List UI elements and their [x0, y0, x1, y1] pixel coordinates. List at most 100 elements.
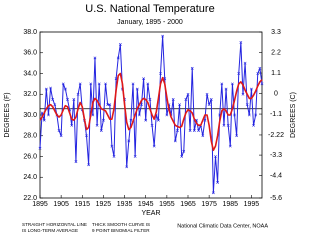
x-tick-label: 1995 — [244, 201, 260, 208]
point-marker — [205, 92, 209, 96]
footnote: 9 POINT BINOMIAL FILTER — [92, 228, 150, 233]
point-marker — [66, 98, 69, 101]
footnote: IS LONG-TERM AVERAGE — [22, 228, 78, 233]
point-marker — [72, 98, 76, 101]
point-marker — [87, 163, 91, 167]
y2-tick-label: -1.1 — [270, 111, 282, 118]
point-marker — [152, 144, 156, 148]
point-marker — [260, 82, 264, 86]
point-marker — [224, 87, 228, 91]
point-marker — [51, 98, 55, 101]
point-marker — [104, 82, 107, 86]
point-marker — [209, 98, 213, 101]
point-marker — [49, 86, 52, 90]
point-marker — [233, 113, 236, 117]
point-marker — [140, 103, 143, 107]
x-tick-label: 1965 — [180, 201, 196, 208]
point-marker — [178, 103, 181, 107]
point-marker — [95, 123, 99, 127]
point-marker — [89, 82, 93, 86]
point-marker — [245, 103, 249, 107]
point-marker — [125, 165, 129, 169]
point-marker — [239, 40, 243, 44]
footnote: THICK SMOOTH CURVE IS — [92, 222, 150, 227]
point-marker — [247, 113, 251, 117]
point-marker — [203, 118, 207, 122]
y-tick-label: 36.0 — [23, 50, 37, 57]
point-marker — [38, 146, 42, 150]
x-axis-title: YEAR — [141, 210, 160, 217]
point-marker — [59, 134, 63, 138]
point-marker — [254, 113, 258, 117]
point-marker — [61, 82, 65, 86]
point-marker — [173, 139, 177, 143]
point-marker — [256, 72, 260, 75]
point-marker — [148, 98, 152, 101]
y2-tick-label: 3.3 — [271, 29, 281, 36]
point-marker — [188, 129, 192, 132]
point-marker — [186, 92, 190, 96]
point-marker — [226, 123, 230, 127]
point-marker — [220, 82, 224, 86]
point-marker — [222, 123, 226, 127]
point-marker — [44, 87, 48, 91]
footnote: STRAIGHT HORIZONTAL LINE — [22, 222, 87, 227]
point-marker — [207, 103, 211, 107]
point-marker — [110, 144, 114, 148]
point-marker — [171, 98, 175, 101]
y2-tick-label: -5.6 — [270, 195, 282, 202]
x-tick-label: 1955 — [159, 201, 175, 208]
y2-tick-label: -2.22 — [268, 132, 284, 139]
y2-tick-label: 2.2 — [271, 49, 281, 56]
point-marker — [112, 155, 116, 158]
point-marker — [176, 129, 179, 132]
y2-tick-label: -3.3 — [270, 152, 282, 159]
point-marker — [133, 155, 137, 158]
point-marker — [102, 118, 105, 122]
point-marker — [53, 103, 57, 107]
y-tick-label: 28.0 — [23, 133, 37, 140]
y2-tick-label: -4.4 — [270, 172, 282, 179]
point-marker — [127, 139, 131, 143]
x-tick-label: 1935 — [117, 201, 133, 208]
point-marker — [201, 134, 205, 138]
x-tick-label: 1925 — [96, 201, 112, 208]
point-marker — [135, 87, 139, 91]
point-marker — [197, 129, 200, 132]
y2-tick-label: 0 — [274, 90, 278, 97]
point-marker — [241, 92, 245, 96]
point-marker — [63, 87, 67, 91]
point-marker — [184, 98, 188, 101]
point-marker — [165, 113, 169, 117]
point-marker — [258, 66, 262, 70]
y-tick-label: 38.0 — [23, 29, 37, 36]
x-tick-label: 1985 — [222, 201, 238, 208]
y-tick-label: 26.0 — [23, 153, 37, 160]
point-marker — [156, 118, 160, 122]
chart-title: U.S. National Temperature — [85, 3, 214, 15]
point-marker — [93, 56, 97, 60]
point-marker — [150, 123, 154, 127]
point-marker — [116, 56, 120, 60]
point-marker — [190, 66, 194, 70]
point-marker — [159, 72, 162, 75]
point-marker — [235, 134, 239, 138]
point-marker — [47, 113, 50, 117]
x-tick-label: 1895 — [32, 201, 48, 208]
x-tick-label: 1945 — [138, 201, 154, 208]
point-marker — [74, 160, 78, 164]
point-marker — [182, 149, 186, 153]
point-marker — [230, 82, 234, 86]
x-tick-label: 1905 — [53, 201, 69, 208]
y2-tick-label: 1.1 — [271, 70, 281, 77]
y-tick-label: 32.0 — [23, 91, 37, 98]
point-marker — [137, 113, 141, 117]
point-marker — [216, 181, 220, 184]
point-marker — [108, 103, 112, 107]
series-line — [39, 72, 263, 152]
point-marker — [237, 72, 241, 75]
point-marker — [129, 118, 133, 122]
y-tick-label: 34.0 — [23, 70, 37, 77]
point-marker — [161, 34, 165, 38]
chart: U.S. National Temperature January, 1895 … — [4, 3, 297, 233]
